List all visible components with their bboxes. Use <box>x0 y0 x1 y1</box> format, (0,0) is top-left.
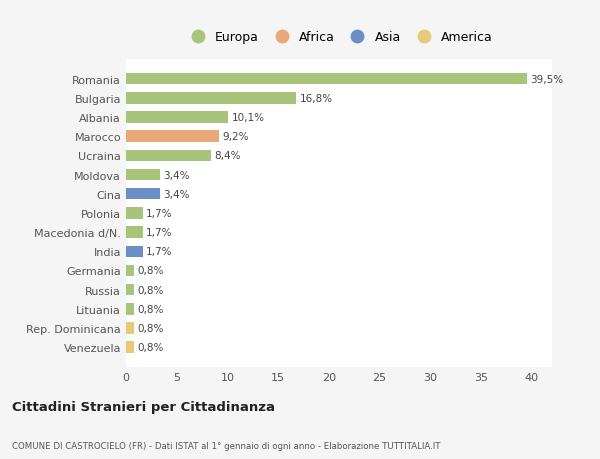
Text: 0,8%: 0,8% <box>137 266 164 276</box>
Text: 9,2%: 9,2% <box>223 132 249 142</box>
Bar <box>126 73 527 85</box>
Bar <box>126 342 134 353</box>
Bar <box>126 246 143 257</box>
Text: COMUNE DI CASTROCIELO (FR) - Dati ISTAT al 1° gennaio di ogni anno - Elaborazion: COMUNE DI CASTROCIELO (FR) - Dati ISTAT … <box>12 441 440 450</box>
Bar <box>126 189 160 200</box>
Text: Cittadini Stranieri per Cittadinanza: Cittadini Stranieri per Cittadinanza <box>12 400 275 413</box>
Bar <box>126 131 220 143</box>
Bar <box>126 93 296 104</box>
Bar <box>126 227 143 238</box>
Text: 1,7%: 1,7% <box>146 208 173 218</box>
Legend: Europa, Africa, Asia, America: Europa, Africa, Asia, America <box>180 26 498 49</box>
Bar <box>126 303 134 315</box>
Bar <box>126 323 134 334</box>
Bar <box>126 169 160 181</box>
Text: 8,4%: 8,4% <box>214 151 241 161</box>
Text: 1,7%: 1,7% <box>146 228 173 238</box>
Text: 39,5%: 39,5% <box>530 74 563 84</box>
Text: 0,8%: 0,8% <box>137 342 164 353</box>
Bar <box>126 112 229 123</box>
Text: 16,8%: 16,8% <box>299 94 332 104</box>
Bar <box>126 265 134 277</box>
Bar <box>126 207 143 219</box>
Text: 10,1%: 10,1% <box>232 113 265 123</box>
Text: 3,4%: 3,4% <box>164 189 190 199</box>
Text: 0,8%: 0,8% <box>137 304 164 314</box>
Text: 1,7%: 1,7% <box>146 247 173 257</box>
Bar <box>126 284 134 296</box>
Bar <box>126 150 211 162</box>
Text: 0,8%: 0,8% <box>137 285 164 295</box>
Text: 3,4%: 3,4% <box>164 170 190 180</box>
Text: 0,8%: 0,8% <box>137 323 164 333</box>
